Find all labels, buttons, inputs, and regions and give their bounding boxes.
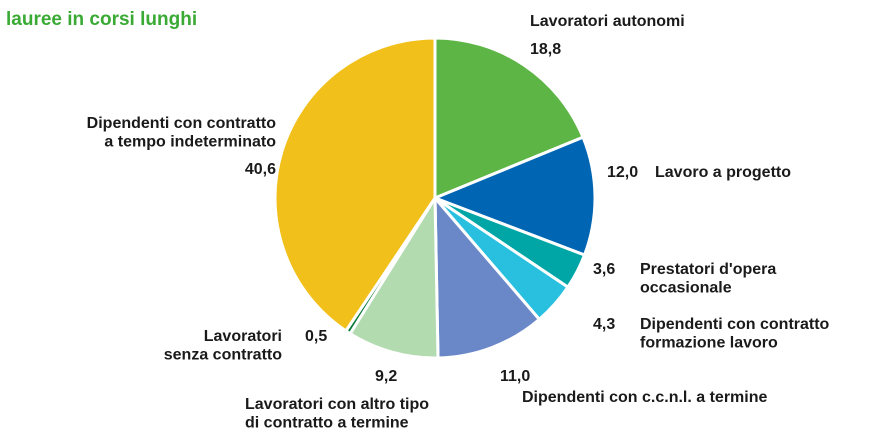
pie-slice (430, 135, 597, 257)
value-label: 0,5 (305, 328, 327, 345)
pie-slice (273, 36, 437, 333)
slice-label: Dipendenti con contratto a tempo indeterm… (87, 115, 277, 150)
value-label: 12,0 (607, 164, 638, 181)
value-label: 40,6 (245, 161, 276, 178)
value-label: 9,2 (375, 368, 397, 385)
slice-label: Lavoro a progetto (655, 164, 791, 181)
slice-label: Lavoratori senza contratto (164, 328, 282, 363)
value-label: 11,0 (500, 368, 530, 385)
value-label: 4,3 (593, 316, 615, 333)
slice-label: Prestatori d'opera occasionale (640, 261, 776, 296)
pie-slice (433, 193, 542, 360)
slice-label: Lavoratori autonomi (530, 13, 685, 30)
chart-title: lauree in corsi lunghi (6, 9, 197, 30)
value-label: 3,6 (593, 261, 615, 278)
slice-label: Dipendenti con contratto formazione lavor… (640, 316, 830, 351)
slice-label: Dipendenti con c.c.n.l. a termine (522, 389, 767, 406)
pie-slice (433, 36, 585, 201)
value-label: 18,8 (530, 41, 561, 58)
pie-slice (348, 192, 440, 360)
slice-label: Lavoratori con altro tipo di contratto a … (245, 396, 429, 430)
